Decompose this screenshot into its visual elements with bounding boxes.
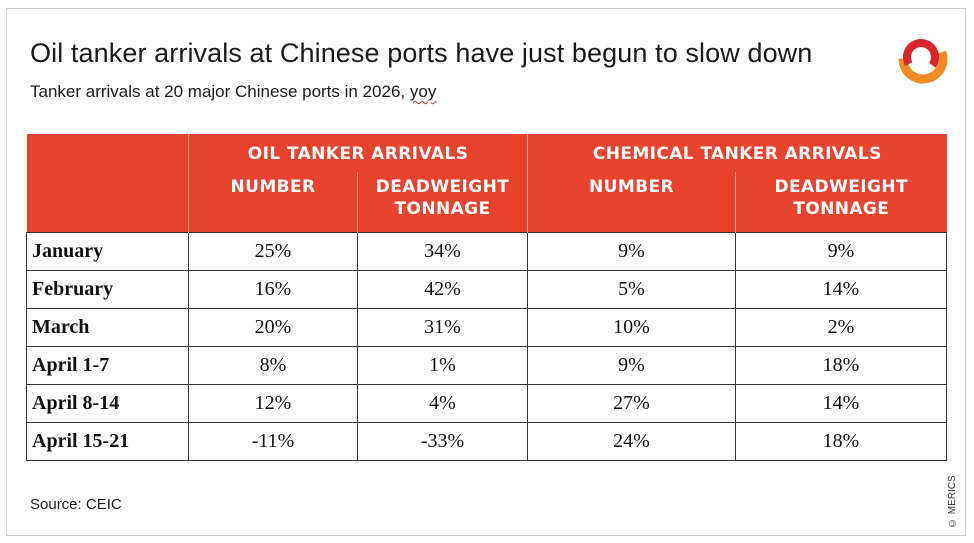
cell-chem-dwt: 9% bbox=[735, 232, 948, 271]
table-row: April 15-21 -11% -33% 24% 18% bbox=[26, 422, 948, 461]
sub-header-chem-number: NUMBER bbox=[527, 172, 736, 233]
row-label: April 8-14 bbox=[26, 384, 189, 423]
sub-header-chem-dwt: DEADWEIGHT TONNAGE bbox=[735, 172, 947, 233]
cell-chem-number: 10% bbox=[527, 308, 737, 347]
tanker-arrivals-table: OIL TANKER ARRIVALS CHEMICAL TANKER ARRI… bbox=[26, 134, 948, 461]
subtitle-unit: yoy bbox=[409, 82, 437, 101]
group-header-oil: OIL TANKER ARRIVALS bbox=[187, 134, 528, 172]
cell-oil-dwt: -33% bbox=[356, 422, 529, 461]
cell-oil-dwt: 31% bbox=[356, 308, 529, 347]
cell-chem-number: 27% bbox=[527, 384, 737, 423]
source-note: Source: CEIC bbox=[30, 496, 122, 513]
cell-chem-dwt: 2% bbox=[735, 308, 948, 347]
sub-header-line: TONNAGE bbox=[394, 199, 491, 219]
sub-header-row: NUMBER DEADWEIGHT TONNAGE NUMBER DEADWEI… bbox=[27, 172, 947, 233]
copyright-note: © MERICS bbox=[947, 475, 958, 528]
cell-oil-number: 16% bbox=[188, 270, 358, 309]
table-row: April 8-14 12% 4% 27% 14% bbox=[26, 384, 948, 423]
table-row: April 1-7 8% 1% 9% 18% bbox=[26, 346, 948, 385]
row-label: April 15-21 bbox=[26, 422, 189, 461]
cell-oil-dwt: 1% bbox=[356, 346, 529, 385]
sub-header-line: NUMBER bbox=[230, 177, 316, 197]
cell-oil-dwt: 42% bbox=[356, 270, 529, 309]
cell-chem-dwt: 14% bbox=[735, 384, 948, 423]
cell-chem-number: 9% bbox=[527, 346, 737, 385]
subtitle-text: Tanker arrivals at 20 major Chinese port… bbox=[30, 82, 410, 101]
chart-subtitle: Tanker arrivals at 20 major Chinese port… bbox=[30, 82, 436, 102]
table-row: February 16% 42% 5% 14% bbox=[26, 270, 948, 309]
chart-frame bbox=[6, 8, 966, 536]
cell-oil-dwt: 34% bbox=[356, 232, 529, 271]
cell-oil-number: 12% bbox=[188, 384, 358, 423]
table-row: March 20% 31% 10% 2% bbox=[26, 308, 948, 347]
cell-oil-number: 20% bbox=[188, 308, 358, 347]
group-header-row: OIL TANKER ARRIVALS CHEMICAL TANKER ARRI… bbox=[26, 134, 947, 233]
cell-chem-dwt: 14% bbox=[735, 270, 948, 309]
sub-header-line: DEADWEIGHT bbox=[375, 177, 510, 197]
table-row: January 25% 34% 9% 9% bbox=[26, 232, 948, 271]
row-label: March bbox=[26, 308, 189, 347]
sub-header-oil-number: NUMBER bbox=[188, 172, 358, 233]
row-label: January bbox=[26, 232, 189, 271]
sub-header-oil-dwt: DEADWEIGHT TONNAGE bbox=[356, 172, 528, 233]
header-corner bbox=[26, 134, 189, 233]
row-label: April 1-7 bbox=[26, 346, 189, 385]
cell-oil-number: 25% bbox=[188, 232, 358, 271]
cell-chem-dwt: 18% bbox=[735, 422, 948, 461]
cell-chem-number: 5% bbox=[527, 270, 737, 309]
cell-oil-dwt: 4% bbox=[356, 384, 529, 423]
cell-chem-number: 24% bbox=[527, 422, 737, 461]
cell-oil-number: -11% bbox=[188, 422, 358, 461]
group-header-chemical: CHEMICAL TANKER ARRIVALS bbox=[527, 134, 947, 172]
chart-title: Oil tanker arrivals at Chinese ports hav… bbox=[30, 38, 813, 68]
row-label: February bbox=[26, 270, 189, 309]
cell-chem-dwt: 18% bbox=[735, 346, 948, 385]
merics-logo-icon bbox=[898, 34, 948, 84]
sub-header-line: TONNAGE bbox=[793, 199, 890, 219]
sub-header-line: DEADWEIGHT bbox=[774, 177, 908, 197]
cell-oil-number: 8% bbox=[188, 346, 358, 385]
sub-header-line: NUMBER bbox=[589, 177, 675, 197]
cell-chem-number: 9% bbox=[527, 232, 737, 271]
